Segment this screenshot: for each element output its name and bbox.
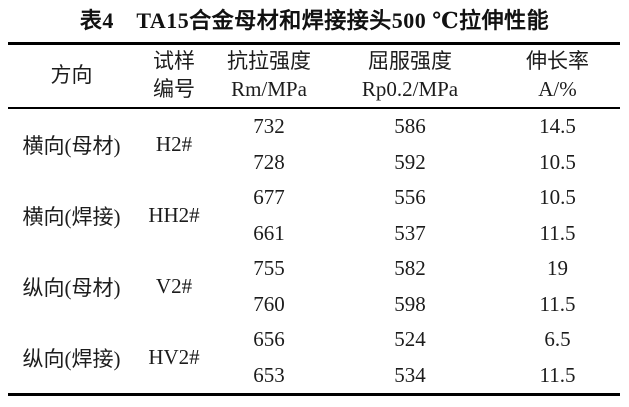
col-header-direction-label: 方向: [50, 63, 93, 87]
yield-strength-value: 592: [394, 149, 426, 174]
tensile-properties-table: 方向 试样 编号 抗拉强度 Rm/MPa 屈服强度 Rp0.2/MPa 伸长率 …: [8, 42, 620, 396]
direction-cell: 纵向(焊接): [22, 346, 121, 371]
table-row: 661 537 11.5: [8, 216, 620, 252]
table-row: 纵向(母材) V2# 755 582 19: [8, 251, 620, 299]
sample-id-cell: HV2#: [148, 345, 200, 369]
yield-strength-value: 598: [394, 291, 426, 316]
table-body: 横向(母材) H2# 732 586 14.5 728 592 10.5 横向(…: [8, 108, 620, 395]
col-header-yield-strength-line2: Rp0.2/MPa: [361, 77, 459, 101]
table-row: 纵向(焊接) HV2# 656 524 6.5: [8, 322, 620, 370]
yield-strength-value: 537: [394, 220, 426, 245]
table-row: 653 534 11.5: [8, 358, 620, 395]
tensile-strength-value: 661: [253, 220, 285, 245]
tensile-strength-value: 755: [253, 256, 285, 281]
table-row: 横向(焊接) HH2# 677 556 10.5: [8, 180, 620, 228]
elongation-value: 14.5: [539, 114, 576, 139]
tensile-strength-value: 653: [253, 362, 285, 387]
sample-id-cell: V2#: [155, 274, 193, 298]
col-header-direction: 方向: [8, 43, 135, 109]
col-header-tensile-strength: 抗拉强度 Rm/MPa: [213, 43, 325, 109]
table-header: 方向 试样 编号 抗拉强度 Rm/MPa 屈服强度 Rp0.2/MPa 伸长率 …: [8, 43, 620, 109]
col-header-sample-line1: 试样: [153, 49, 195, 73]
col-header-yield-strength: 屈服强度 Rp0.2/MPa: [325, 43, 495, 109]
table-row: 728 592 10.5: [8, 145, 620, 181]
tensile-strength-value: 728: [253, 149, 285, 174]
tensile-strength-value: 732: [253, 114, 285, 139]
col-header-yield-strength-line1: 屈服强度: [368, 49, 452, 73]
yield-strength-value: 534: [394, 362, 426, 387]
elongation-value: 11.5: [539, 291, 576, 316]
direction-cell: 横向(焊接): [22, 204, 121, 229]
elongation-value: 10.5: [539, 185, 576, 210]
tensile-strength-value: 760: [253, 291, 285, 316]
elongation-value: 10.5: [539, 149, 576, 174]
elongation-value: 11.5: [539, 220, 576, 245]
tensile-strength-value: 656: [253, 327, 285, 352]
table-row: 760 598 11.5: [8, 287, 620, 323]
direction-cell: 横向(母材): [22, 133, 121, 158]
yield-strength-value: 582: [394, 256, 426, 281]
sample-id-cell: HH2#: [148, 203, 200, 227]
col-header-sample: 试样 编号: [135, 43, 213, 109]
yield-strength-value: 556: [394, 185, 426, 210]
col-header-elongation-line1: 伸长率: [526, 49, 589, 73]
col-header-elongation-line2: A/%: [538, 77, 577, 101]
elongation-value: 6.5: [544, 327, 571, 352]
col-header-tensile-strength-line1: 抗拉强度: [227, 49, 311, 73]
col-header-sample-line2: 编号: [153, 77, 195, 101]
elongation-value: 19: [547, 256, 568, 281]
col-header-elongation: 伸长率 A/%: [495, 43, 620, 109]
direction-cell: 纵向(母材): [22, 275, 121, 300]
col-header-tensile-strength-line2: Rm/MPa: [231, 77, 307, 101]
yield-strength-value: 586: [394, 114, 426, 139]
table-row: 横向(母材) H2# 732 586 14.5: [8, 108, 620, 157]
sample-id-cell: H2#: [155, 132, 193, 156]
table-caption: 表4 TA15合金母材和焊接接头500 ℃拉伸性能: [79, 8, 550, 33]
yield-strength-value: 524: [394, 327, 426, 352]
tensile-strength-value: 677: [253, 185, 285, 210]
elongation-value: 11.5: [539, 362, 576, 387]
